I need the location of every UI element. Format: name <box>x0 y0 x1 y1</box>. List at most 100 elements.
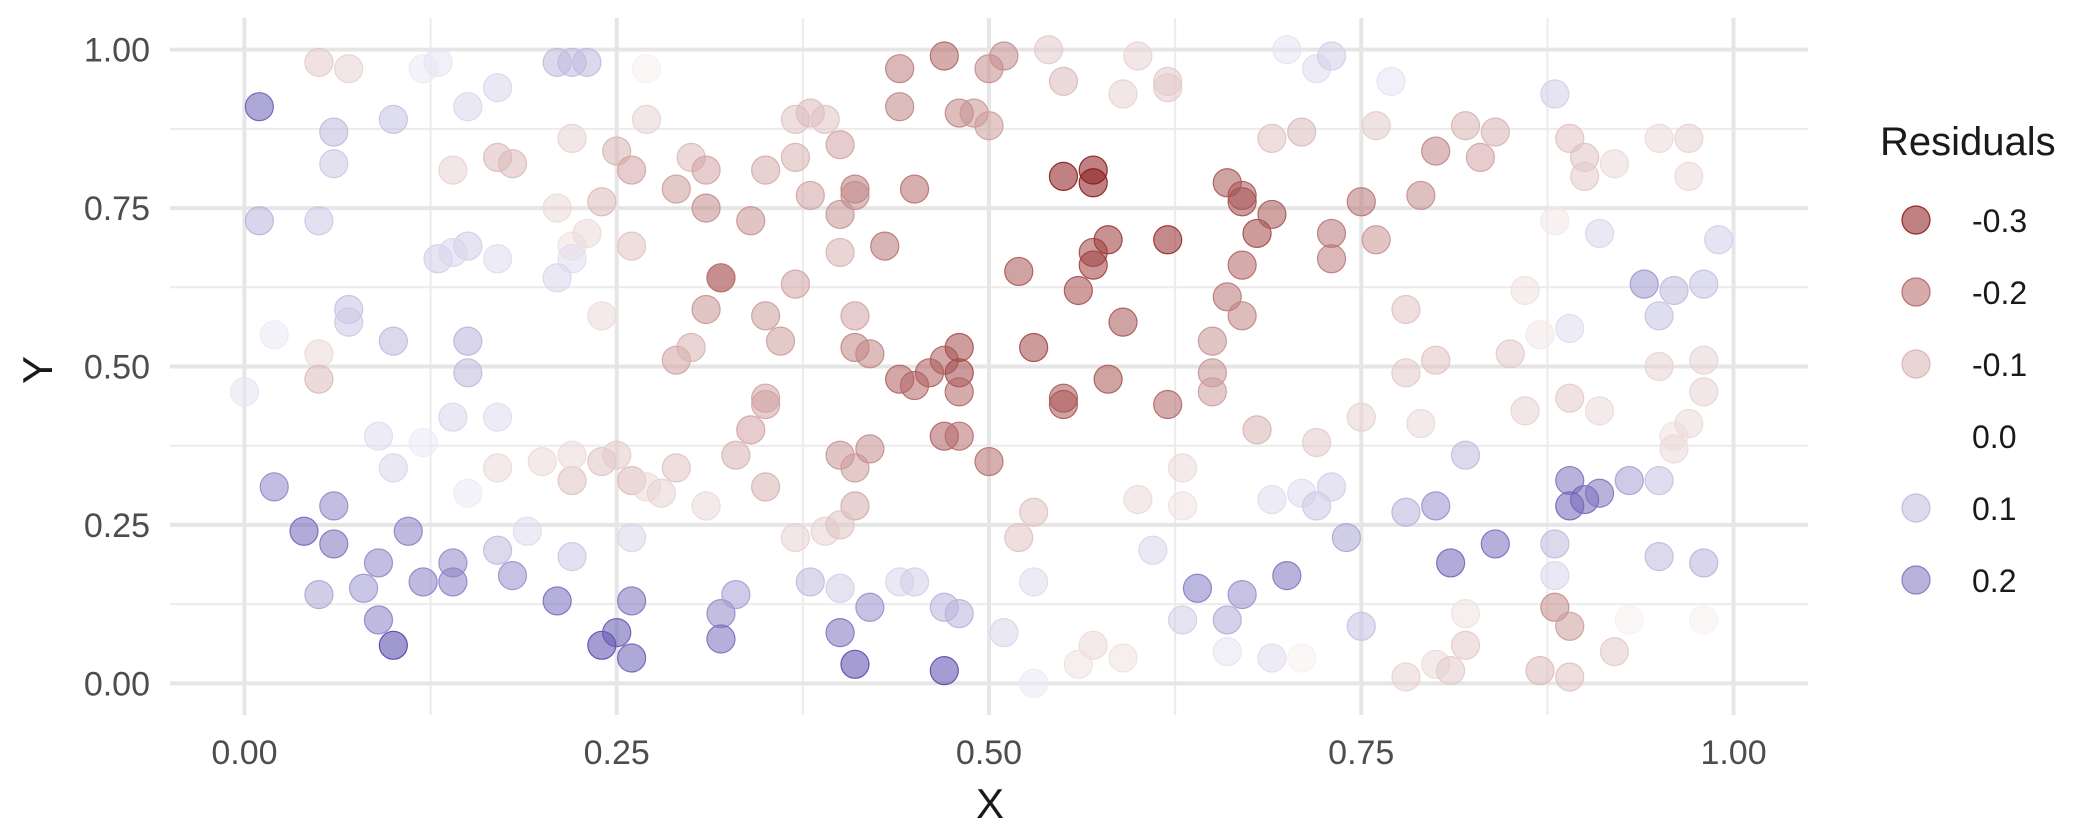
data-point <box>602 440 632 470</box>
data-point <box>825 130 855 160</box>
data-point <box>1629 269 1659 299</box>
data-point <box>1450 111 1481 141</box>
data-point <box>453 326 483 356</box>
data-point <box>393 516 423 546</box>
data-point <box>825 510 855 540</box>
data-point <box>944 332 974 363</box>
data-point <box>438 567 468 597</box>
data-point <box>1197 377 1227 407</box>
data-point <box>1108 307 1138 337</box>
data-point <box>1153 225 1183 255</box>
data-point <box>751 472 781 502</box>
data-point <box>840 180 870 211</box>
y-tick-label: 0.50 <box>84 349 150 387</box>
y-axis-title: Y <box>14 356 61 384</box>
data-point <box>1480 117 1510 147</box>
legend-key <box>1901 277 1931 307</box>
data-point <box>557 440 587 470</box>
data-point <box>1555 383 1585 413</box>
data-point <box>438 237 468 268</box>
legend-label: 0.2 <box>1972 563 2016 599</box>
data-point <box>780 142 811 172</box>
data-point <box>304 47 334 77</box>
data-point <box>751 389 781 420</box>
data-point <box>1212 637 1242 667</box>
data-point <box>751 301 781 331</box>
data-point <box>1465 142 1496 172</box>
data-point <box>855 434 885 464</box>
data-point <box>989 41 1019 71</box>
y-tick-label: 1.00 <box>84 32 150 70</box>
data-point <box>1480 529 1510 559</box>
x-axis-ticks: 0.00 0.25 0.50 0.75 1.00 <box>211 734 1766 772</box>
y-tick-label: 0.00 <box>84 665 150 703</box>
data-point <box>1391 294 1421 325</box>
data-point <box>378 630 408 660</box>
data-point <box>855 592 885 622</box>
data-point <box>438 155 468 185</box>
data-point <box>1257 643 1287 673</box>
data-point <box>1689 345 1719 375</box>
data-point <box>1421 136 1451 166</box>
data-point <box>542 263 572 293</box>
data-point <box>1019 497 1049 527</box>
data-point <box>1227 180 1257 211</box>
data-point <box>899 567 930 597</box>
data-point <box>483 402 513 432</box>
data-point <box>1167 605 1198 635</box>
data-point <box>1644 541 1674 572</box>
data-point <box>1391 358 1421 388</box>
data-point <box>1555 662 1585 692</box>
data-point <box>1689 605 1719 635</box>
legend-key <box>1901 565 1931 595</box>
legend-label: -0.1 <box>1972 347 2027 383</box>
data-point <box>1525 656 1555 686</box>
data-point <box>691 294 721 325</box>
data-point <box>1495 339 1525 369</box>
data-point <box>989 618 1019 648</box>
data-point <box>1182 573 1213 603</box>
data-point <box>1659 275 1689 306</box>
data-point <box>1436 548 1466 578</box>
data-point <box>617 643 647 673</box>
data-point <box>1406 408 1436 439</box>
data-point <box>1525 320 1555 350</box>
data-point <box>1316 218 1347 249</box>
data-point <box>1555 611 1585 641</box>
data-point <box>1019 567 1049 597</box>
data-point <box>691 155 721 185</box>
data-point <box>751 155 781 185</box>
data-point <box>572 47 602 77</box>
x-tick-label: 0.75 <box>1328 734 1394 772</box>
data-point <box>1346 402 1376 432</box>
data-point <box>1257 199 1287 230</box>
data-point <box>587 301 617 331</box>
data-point <box>1287 117 1317 147</box>
data-point <box>1689 269 1719 299</box>
data-point <box>1048 66 1079 96</box>
legend-entries: -0.3 -0.2 -0.1 0.0 0.1 0.2 <box>1901 203 2027 599</box>
data-point <box>423 47 453 77</box>
data-point <box>1063 649 1093 679</box>
data-point <box>483 244 513 274</box>
data-point <box>557 465 587 496</box>
data-point <box>1212 605 1242 635</box>
data-point <box>1167 453 1198 483</box>
x-tick-label: 1.00 <box>1700 734 1766 772</box>
data-point <box>363 548 394 578</box>
data-point <box>1138 535 1168 565</box>
data-point <box>1153 389 1183 420</box>
data-point <box>1257 484 1287 515</box>
legend-title: Residuals <box>1880 120 2056 164</box>
data-point <box>1316 472 1347 502</box>
data-point <box>736 415 766 445</box>
data-point <box>825 573 855 603</box>
data-point <box>631 54 662 84</box>
data-point <box>1346 187 1376 217</box>
legend-key <box>1901 349 1931 379</box>
data-point <box>691 193 721 223</box>
data-point <box>661 174 691 204</box>
data-point <box>676 332 706 363</box>
data-point <box>1227 301 1257 331</box>
data-point <box>483 73 513 103</box>
